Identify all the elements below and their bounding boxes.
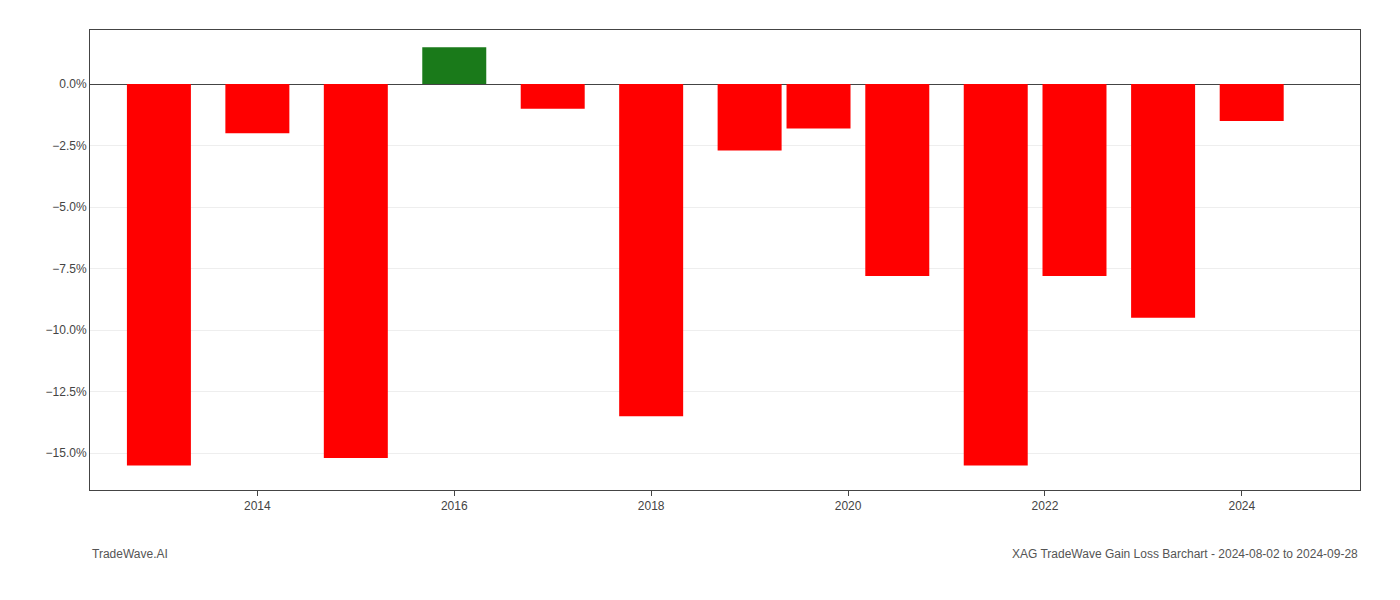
svg-text:2020: 2020 xyxy=(835,499,862,513)
svg-text:−10.0%: −10.0% xyxy=(46,323,87,337)
svg-text:−5.0%: −5.0% xyxy=(52,200,87,214)
svg-text:−2.5%: −2.5% xyxy=(52,139,87,153)
svg-text:2016: 2016 xyxy=(441,499,468,513)
svg-text:TradeWave.AI: TradeWave.AI xyxy=(92,547,168,561)
svg-text:2018: 2018 xyxy=(638,499,665,513)
svg-text:2022: 2022 xyxy=(1032,499,1059,513)
svg-text:2014: 2014 xyxy=(244,499,271,513)
svg-text:2024: 2024 xyxy=(1229,499,1256,513)
svg-text:0.0%: 0.0% xyxy=(59,77,87,91)
svg-text:−15.0%: −15.0% xyxy=(46,446,87,460)
svg-text:−12.5%: −12.5% xyxy=(46,385,87,399)
svg-text:XAG TradeWave Gain Loss Barcha: XAG TradeWave Gain Loss Barchart - 2024-… xyxy=(1012,547,1358,561)
svg-text:−7.5%: −7.5% xyxy=(52,262,87,276)
